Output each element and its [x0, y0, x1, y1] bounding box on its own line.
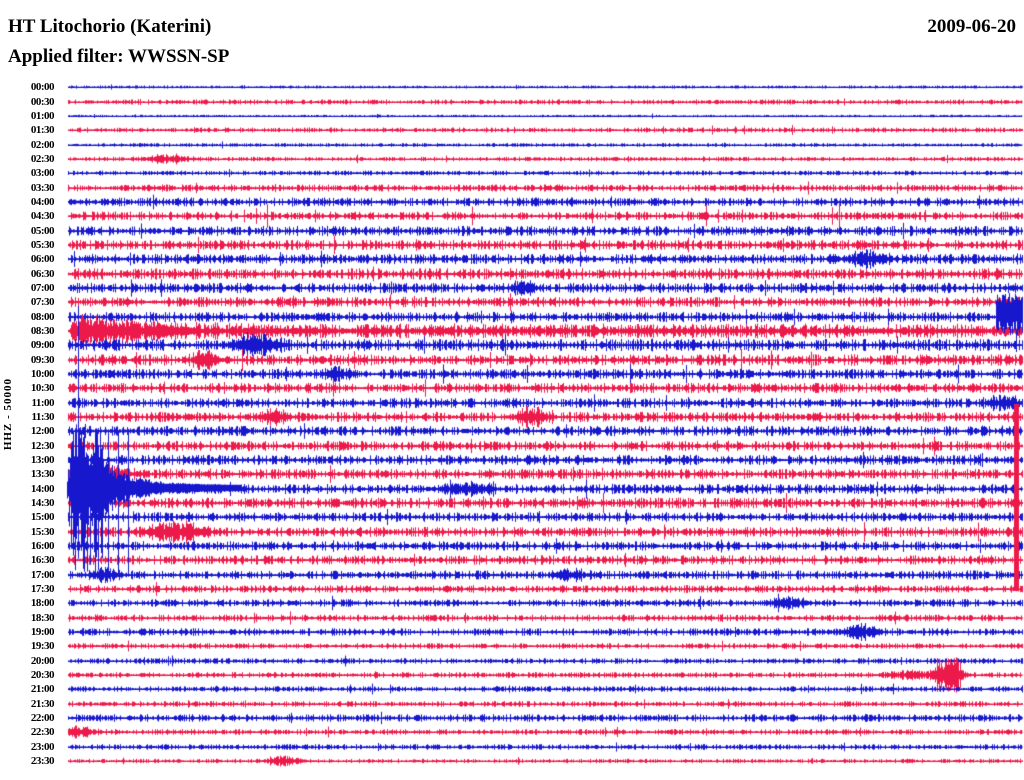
time-label: 17:00	[30, 569, 55, 581]
time-label: 15:00	[30, 511, 55, 523]
time-label: 02:00	[30, 139, 55, 151]
time-label: 22:30	[30, 726, 55, 738]
time-label: 21:00	[30, 683, 55, 695]
time-label: 04:00	[30, 196, 55, 208]
time-label: 16:30	[30, 554, 55, 566]
time-label: 16:00	[30, 540, 55, 552]
time-label: 07:00	[30, 282, 55, 294]
time-label: 00:00	[30, 81, 55, 93]
time-label: 13:00	[30, 454, 55, 466]
time-label: 14:00	[30, 483, 55, 495]
time-label: 05:00	[30, 225, 55, 237]
time-label: 11:00	[31, 397, 54, 409]
time-label: 08:30	[30, 325, 55, 337]
time-label: 19:00	[30, 626, 55, 638]
filter-label: Applied filter: WWSSN-SP	[8, 46, 230, 67]
time-label: 23:00	[30, 741, 55, 753]
time-label: 12:30	[30, 440, 55, 452]
time-label: 20:30	[30, 669, 55, 681]
time-label: 10:00	[30, 368, 55, 380]
time-label: 01:30	[30, 124, 55, 136]
time-label: 13:30	[30, 468, 55, 480]
time-label: 06:00	[30, 253, 55, 265]
time-label: 08:00	[30, 311, 55, 323]
time-label: 14:30	[30, 497, 55, 509]
time-label: 18:00	[30, 597, 55, 609]
time-label: 22:00	[30, 712, 55, 724]
time-label: 03:30	[30, 182, 55, 194]
time-label: 21:30	[30, 698, 55, 710]
time-label: 05:30	[30, 239, 55, 251]
date-label: 2009-06-20	[927, 16, 1016, 37]
time-label: 04:30	[30, 210, 55, 222]
station-title: HT Litochorio (Katerini)	[8, 16, 212, 37]
time-label: 17:30	[30, 583, 55, 595]
time-label: 01:00	[30, 110, 55, 122]
time-label: 18:30	[30, 612, 55, 624]
time-label: 09:00	[30, 339, 55, 351]
time-label: 11:30	[31, 411, 54, 423]
time-label: 15:30	[30, 526, 55, 538]
time-label: 20:00	[30, 655, 55, 667]
time-label: 02:30	[30, 153, 55, 165]
time-label: 10:30	[30, 382, 55, 394]
time-label: 23:30	[30, 755, 55, 767]
time-label: 00:30	[30, 96, 55, 108]
time-label: 12:00	[30, 425, 55, 437]
time-label: 06:30	[30, 268, 55, 280]
time-label: 07:30	[30, 296, 55, 308]
time-label: 03:00	[30, 167, 55, 179]
time-label: 09:30	[30, 354, 55, 366]
time-label: 19:30	[30, 640, 55, 652]
